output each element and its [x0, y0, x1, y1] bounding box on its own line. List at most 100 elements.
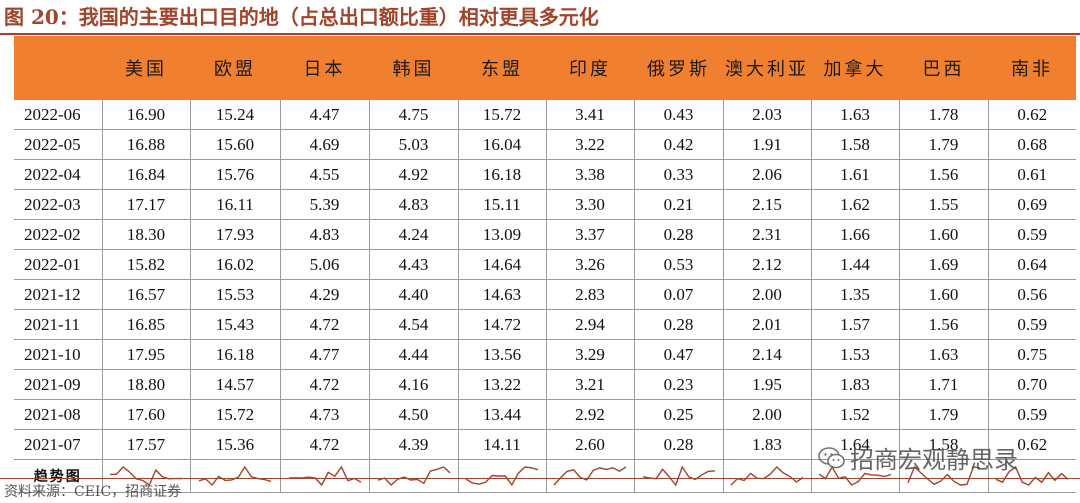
sparkline: [465, 466, 539, 487]
value-cell: 0.59: [988, 219, 1076, 250]
header-col-7: 俄罗斯: [634, 36, 723, 100]
value-cell: 0.59: [988, 399, 1076, 430]
value-cell: 4.72: [280, 369, 370, 400]
value-cell: 4.92: [369, 159, 459, 190]
value-cell: 13.44: [458, 399, 547, 430]
value-cell: 1.95: [723, 369, 812, 400]
row-date: 2021-12: [14, 279, 103, 310]
value-cell: 4.55: [280, 159, 370, 190]
value-cell: 2.00: [723, 279, 812, 310]
value-cell: 4.72: [280, 309, 370, 340]
row-date: 2022-03: [14, 189, 103, 220]
sparkline-cell: [723, 459, 812, 493]
value-cell: 0.75: [988, 339, 1076, 370]
sparkline-cell: [369, 459, 459, 493]
value-cell: 0.61: [988, 159, 1076, 190]
sparkline-cell: [458, 459, 547, 493]
row-date: 2022-06: [14, 100, 103, 130]
sparkline-cell: [899, 459, 989, 493]
sparkline: [377, 466, 450, 486]
row-date: 2022-04: [14, 159, 103, 190]
value-cell: 3.38: [546, 159, 635, 190]
row-date: 2022-01: [14, 249, 103, 280]
wechat-icon: [818, 447, 846, 475]
value-cell: 2.14: [723, 339, 812, 370]
value-cell: 4.47: [280, 100, 370, 130]
value-cell: 0.28: [634, 429, 724, 460]
value-cell: 1.91: [723, 129, 812, 160]
sparkline-path: [995, 465, 1069, 486]
header-col-6: 印度: [546, 36, 634, 100]
sparkline-cell: [546, 459, 635, 493]
header-col-5: 东盟: [458, 36, 546, 100]
value-cell: 0.59: [988, 309, 1076, 340]
value-cell: 13.22: [458, 369, 547, 400]
value-cell: 17.57: [102, 429, 191, 460]
value-cell: 4.83: [280, 219, 370, 250]
value-cell: 16.88: [102, 129, 191, 160]
trend-label: 趋势图: [14, 459, 103, 493]
value-cell: 1.83: [723, 429, 812, 460]
value-cell: 2.60: [546, 429, 635, 460]
export-share-table: 美国 欧盟 日本 韩国 东盟 印度 俄罗斯 澳大利亚 加拿大 巴西 南非 2022-06 16.90 1…: [14, 36, 1076, 493]
value-cell: 3.29: [546, 339, 635, 370]
value-cell: 2.06: [723, 159, 812, 190]
value-cell: 0.42: [634, 129, 724, 160]
sparkline-path: [198, 465, 272, 487]
value-cell: 1.83: [811, 369, 900, 400]
value-cell: 1.44: [811, 249, 900, 280]
value-cell: 4.69: [280, 129, 370, 160]
value-cell: 15.53: [190, 279, 281, 310]
value-cell: 0.28: [634, 309, 724, 340]
value-cell: 2.12: [723, 249, 812, 280]
value-cell: 16.85: [102, 309, 191, 340]
value-cell: 1.79: [899, 129, 989, 160]
value-cell: 2.94: [546, 309, 635, 340]
value-cell: 2.03: [723, 100, 812, 130]
value-cell: 3.37: [546, 219, 635, 250]
header-col-10: 巴西: [899, 36, 988, 100]
value-cell: 2.15: [723, 189, 812, 220]
header-date-cell: [14, 36, 102, 100]
value-cell: 3.41: [546, 100, 635, 130]
table-row: 2022-04 16.84 15.76 4.55 4.92 16.18 3.38 0.33 2.…: [14, 159, 1076, 190]
value-cell: 0.53: [634, 249, 724, 280]
value-cell: 4.72: [280, 429, 370, 460]
figure-title: 图 20：我国的主要出口目的地（占总出口额比重）相对更具多元化: [4, 5, 599, 29]
value-cell: 3.21: [546, 369, 635, 400]
sparkline-path: [377, 466, 450, 486]
value-cell: 0.47: [634, 339, 724, 370]
sparkline: [198, 465, 272, 487]
value-cell: 14.64: [458, 249, 547, 280]
value-cell: 1.57: [811, 309, 900, 340]
value-cell: 17.17: [102, 189, 191, 220]
value-cell: 4.44: [369, 339, 459, 370]
value-cell: 13.09: [458, 219, 547, 250]
value-cell: 1.58: [811, 129, 900, 160]
value-cell: 18.80: [102, 369, 191, 400]
row-date: 2021-09: [14, 369, 103, 400]
value-cell: 16.90: [102, 100, 191, 130]
header-col-4: 韩国: [369, 36, 458, 100]
value-cell: 15.72: [458, 100, 547, 130]
row-date: 2021-11: [14, 309, 103, 340]
sparkline: [288, 465, 361, 487]
sparkline-path: [465, 466, 539, 487]
sparkline: [553, 466, 627, 486]
value-cell: 5.39: [280, 189, 370, 220]
value-cell: 0.21: [634, 189, 724, 220]
value-cell: 17.60: [102, 399, 191, 430]
value-cell: 0.07: [634, 279, 724, 310]
value-cell: 15.76: [190, 159, 281, 190]
value-cell: 1.56: [899, 159, 989, 190]
value-cell: 4.43: [369, 249, 459, 280]
sparkline-path: [553, 466, 627, 486]
value-cell: 2.00: [723, 399, 812, 430]
sparkline: [642, 465, 715, 487]
value-cell: 17.93: [190, 219, 281, 250]
value-cell: 4.73: [280, 399, 370, 430]
source-note: 资料来源：CEIC，招商证券: [4, 484, 182, 500]
value-cell: 1.79: [899, 399, 989, 430]
value-cell: 1.60: [899, 219, 989, 250]
value-cell: 4.39: [369, 429, 459, 460]
